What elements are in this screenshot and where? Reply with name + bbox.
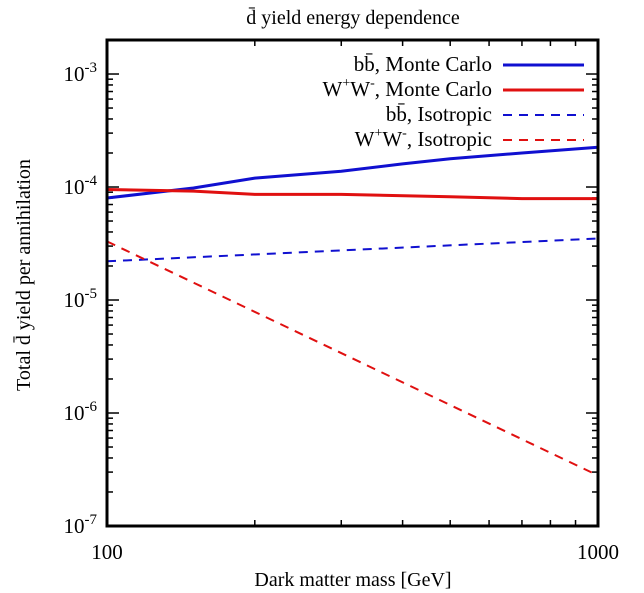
- y-tick-base: 10: [64, 62, 85, 86]
- legend-text-part: +: [374, 126, 382, 141]
- series-line-3: [106, 240, 599, 477]
- y-tick-base: 10: [64, 175, 85, 199]
- legend-text-part: , Monte Carlo: [375, 52, 492, 76]
- y-tick-base: 10: [64, 288, 85, 312]
- legend-text-part: bb̄: [354, 52, 375, 76]
- x-axis-label: Dark matter mass [GeV]: [254, 569, 451, 591]
- legend-label-1: W+W-, Monte Carlo: [323, 76, 492, 101]
- legend-text-part: -: [370, 76, 375, 91]
- legend-text-part: bb̄: [386, 102, 407, 126]
- y-tick-label: 10-4: [64, 173, 98, 199]
- legend-text-part: W: [355, 127, 375, 151]
- legend-text-part: W: [382, 127, 402, 151]
- legend-label-0: bb̄, Monte Carlo: [354, 52, 492, 76]
- legend-text-part: W: [323, 77, 343, 101]
- x-tick-label: 1000: [577, 540, 619, 564]
- legend-text-part: , Isotropic: [407, 127, 492, 151]
- y-tick-exponent: -7: [85, 512, 98, 528]
- chart-title: d̄ yield energy dependence: [246, 6, 460, 29]
- legend-label-2: bb̄, Isotropic: [386, 102, 492, 126]
- y-tick-label: 10-5: [64, 286, 98, 312]
- y-tick-label: 10-6: [64, 399, 98, 425]
- series-line-0: [106, 145, 599, 200]
- legend-label-3: W+W-, Isotropic: [355, 126, 492, 151]
- legend-text-part: W: [350, 77, 370, 101]
- y-tick-exponent: -4: [85, 173, 98, 189]
- y-tick-exponent: -5: [85, 286, 98, 302]
- legend-text-part: +: [342, 76, 350, 91]
- plot-frame: [105, 38, 600, 528]
- x-tick-label: 100: [91, 540, 123, 564]
- legend-text-part: , Isotropic: [407, 102, 492, 126]
- series-line-2: [106, 237, 599, 263]
- y-tick-base: 10: [64, 514, 85, 538]
- y-tick-label: 10-3: [64, 60, 98, 86]
- legend-text-part: -: [402, 126, 407, 141]
- y-tick-exponent: -3: [85, 60, 98, 76]
- y-tick-base: 10: [64, 401, 85, 425]
- y-axis-label: Total d̄ yield per annihilation: [12, 159, 35, 391]
- y-tick-label: 10-7: [64, 512, 98, 538]
- series-line-1: [106, 188, 598, 201]
- legend-text-part: , Monte Carlo: [375, 77, 492, 101]
- y-tick-exponent: -6: [85, 399, 98, 415]
